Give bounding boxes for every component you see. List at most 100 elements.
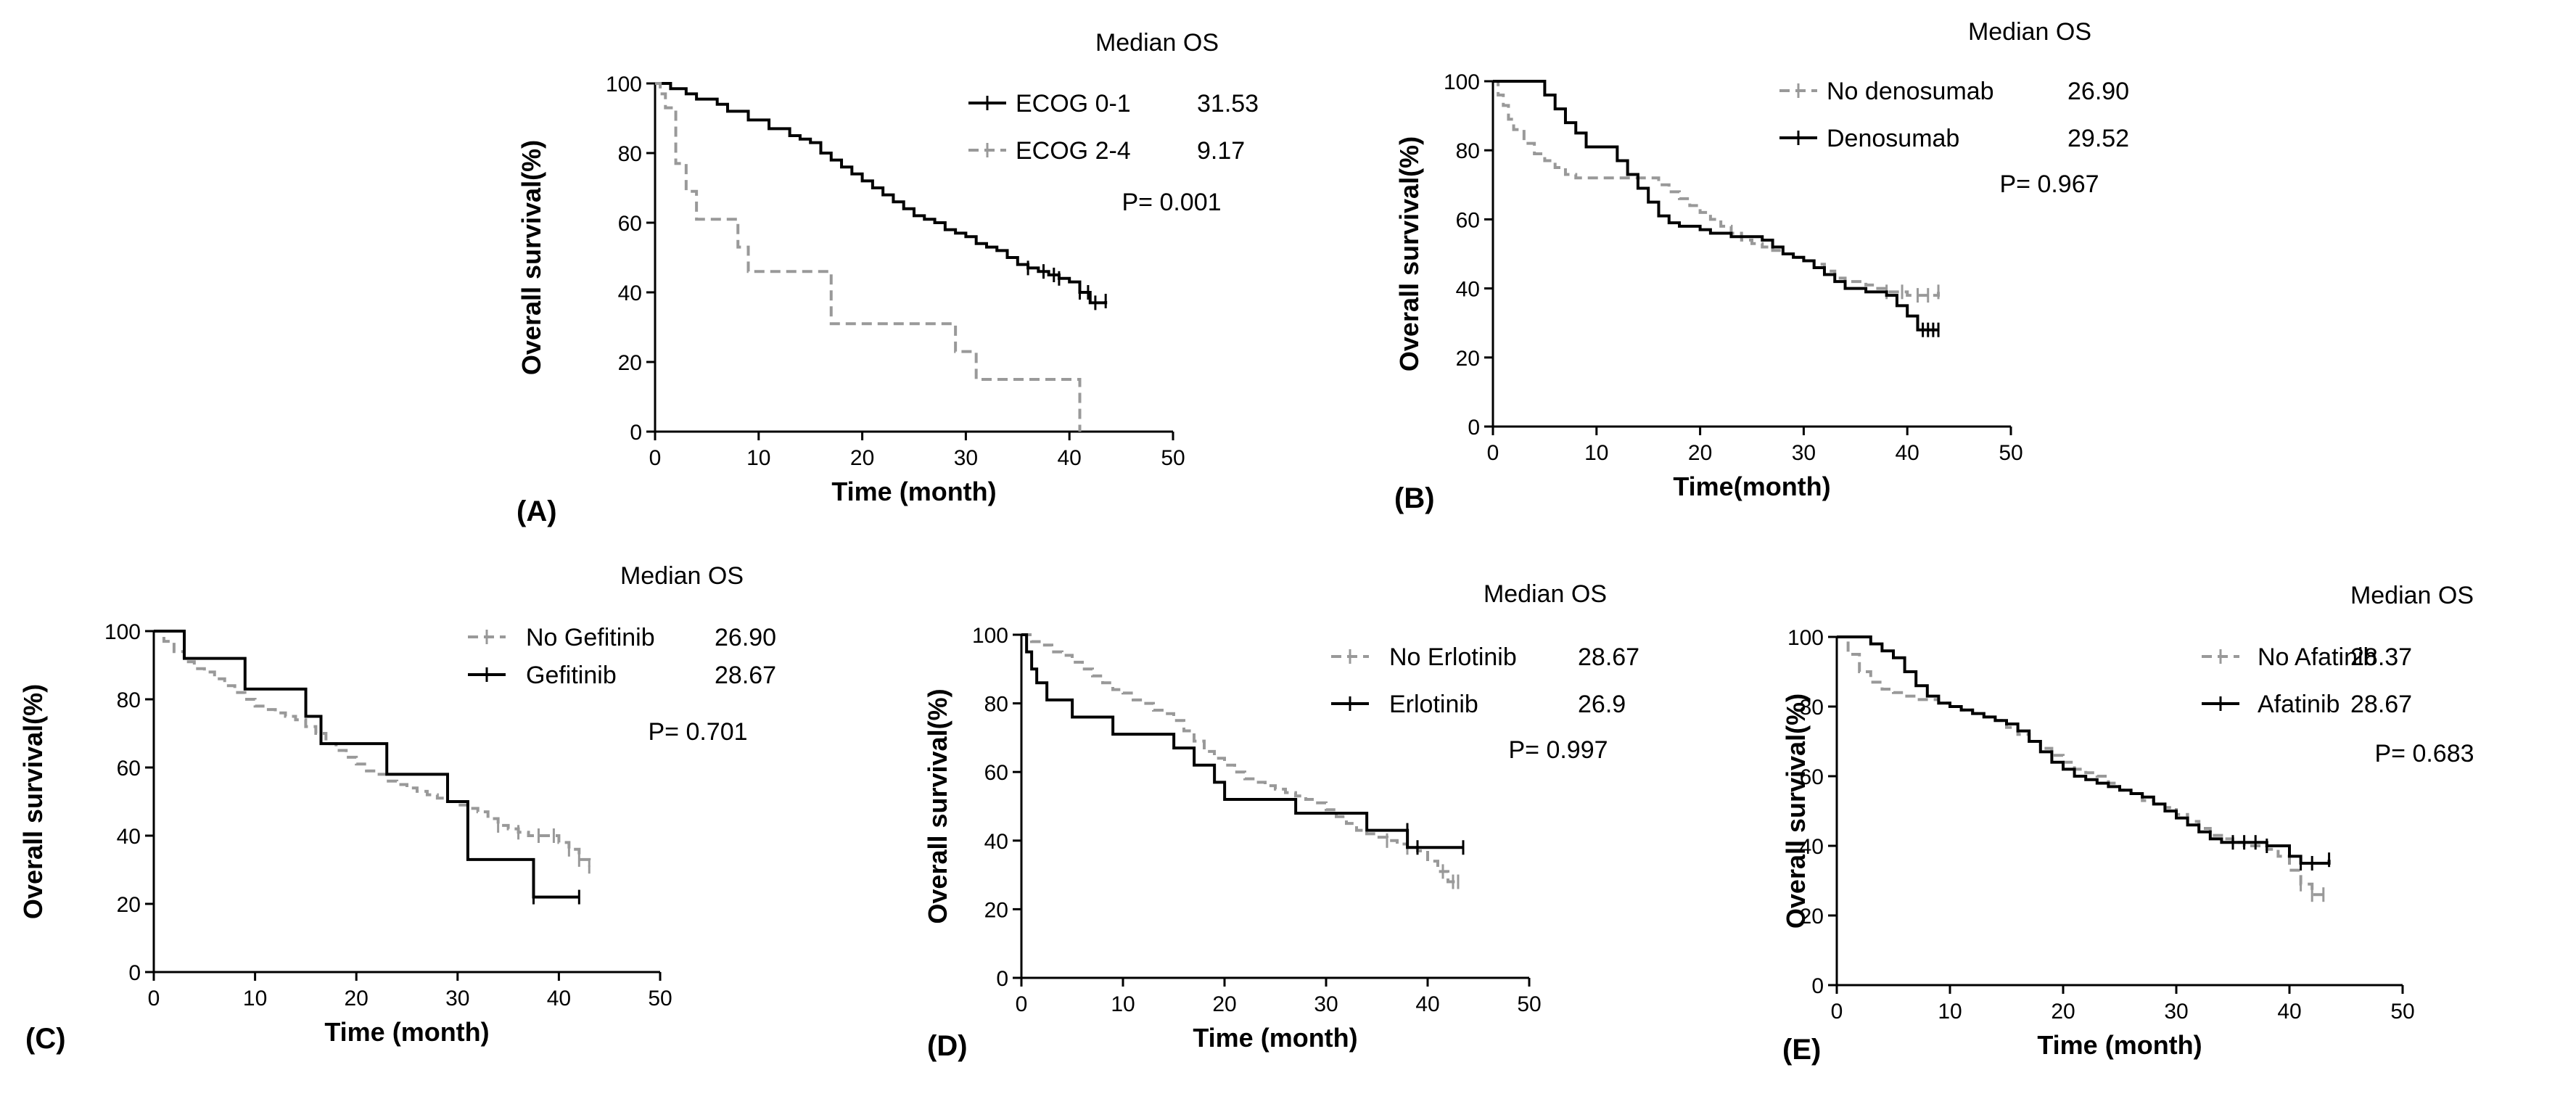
x-tick-label: 20: [850, 446, 874, 470]
x-tick-label: 50: [1517, 992, 1541, 1016]
x-tick-label: 0: [1487, 441, 1499, 465]
x-tick-label: 10: [243, 987, 267, 1010]
y-tick-label: 0: [128, 961, 141, 985]
y-tick-label: 20: [1456, 347, 1480, 371]
legend-label: No denosumab: [1827, 78, 1994, 105]
km-curve-2: [1837, 635, 2331, 865]
y-tick-label: 100: [104, 620, 141, 644]
x-tick-label: 10: [746, 446, 770, 470]
median-value: 26.9: [1578, 691, 1626, 718]
median-os-header: Median OS: [620, 562, 744, 590]
y-tick-label: 20: [984, 898, 1008, 922]
y-tick-label: 60: [117, 757, 141, 781]
y-axis-title: Overall survival(%): [1394, 136, 1424, 371]
y-tick-label: 0: [1811, 974, 1824, 998]
panel-label: (D): [927, 1030, 968, 1062]
x-tick-label: 40: [1058, 446, 1082, 470]
x-tick-label: 40: [547, 987, 571, 1010]
legend-label: ECOG 2-4: [1016, 137, 1131, 165]
legend-label: Afatinib: [2258, 691, 2340, 718]
median-value: 28.37: [2350, 643, 2412, 671]
x-axis-title: Time (month): [831, 477, 996, 506]
km-curve-1: [1021, 633, 1458, 884]
y-tick-label: 80: [1800, 696, 1824, 720]
x-tick-label: 30: [445, 987, 469, 1010]
median-os-header: Median OS: [2350, 582, 2474, 609]
legend-label: Denosumab: [1827, 125, 1959, 152]
km-panel-b: 0 10 20 30 40 50 0 20 40 60 80 100 Time(month) Overal…: [1394, 18, 2129, 514]
km-curve-1: [1493, 80, 1941, 297]
x-tick-label: 30: [1314, 992, 1338, 1016]
y-tick-label: 40: [1456, 278, 1480, 302]
median-os-header: Median OS: [1095, 29, 1219, 57]
median-value: 31.53: [1197, 90, 1259, 118]
y-tick-label: 40: [984, 830, 1008, 854]
p-value: P= 0.967: [1999, 170, 2099, 198]
km-panel-c: 0 10 20 30 40 50 0 20 40 60 80 100 Time (month) Overa…: [18, 562, 776, 1055]
panel-label: (A): [517, 495, 557, 527]
p-value: P= 0.997: [1508, 736, 1608, 764]
x-tick-label: 10: [1111, 992, 1135, 1016]
km-curve-1: [655, 82, 1108, 305]
km-panel-d: 0 10 20 30 40 50 0 20 40 60 80 100 Time (month) Overa…: [923, 580, 1639, 1062]
x-tick-label: 20: [2051, 1000, 2075, 1024]
y-tick-label: 80: [618, 142, 642, 166]
median-value: 28.67: [1578, 643, 1639, 671]
y-tick-label: 40: [1800, 835, 1824, 859]
km-panel-a: 0 10 20 30 40 50 0 20 40 60 80 100 Time (month) Overa…: [517, 29, 1259, 527]
x-tick-label: 40: [1415, 992, 1439, 1016]
x-tick-label: 30: [2164, 1000, 2188, 1024]
x-tick-label: 50: [2390, 1000, 2414, 1024]
km-curve-2: [1493, 80, 1939, 332]
legend-label: Erlotinib: [1389, 691, 1478, 718]
median-os-header: Median OS: [1968, 18, 2091, 46]
median-value: 28.67: [2350, 691, 2412, 718]
y-tick-label: 80: [984, 693, 1008, 717]
y-tick-label: 100: [1444, 70, 1480, 94]
legend-label: No Gefitinib: [526, 624, 655, 651]
x-tick-label: 40: [2277, 1000, 2301, 1024]
p-value: P= 0.701: [648, 718, 747, 746]
legend-label: No Afatinib: [2258, 643, 2377, 671]
km-curve-1: [154, 630, 591, 867]
y-tick-label: 0: [630, 421, 642, 445]
x-tick-label: 40: [1896, 441, 1919, 465]
p-value: P= 0.683: [2374, 740, 2474, 767]
legend-label: Gefitinib: [526, 662, 617, 689]
km-curve-2: [1021, 633, 1463, 849]
x-axis-title: Time (month): [324, 1017, 489, 1047]
y-tick-label: 100: [606, 73, 642, 96]
x-tick-label: 0: [649, 446, 662, 470]
x-tick-label: 30: [1792, 441, 1816, 465]
y-axis-title: Overall survival(%): [923, 688, 952, 923]
median-value: 9.17: [1197, 137, 1245, 165]
y-tick-label: 40: [618, 281, 642, 305]
x-tick-label: 50: [1161, 446, 1185, 470]
y-tick-label: 80: [1456, 139, 1480, 163]
y-axis-title: Overall survival(%): [517, 140, 546, 375]
y-tick-label: 40: [117, 825, 141, 849]
median-value: 28.67: [715, 662, 776, 689]
y-tick-label: 20: [618, 351, 642, 375]
y-axis-title: Overall survival(%): [18, 684, 48, 919]
km-curve-2: [655, 82, 1082, 432]
x-tick-label: 50: [648, 987, 672, 1010]
median-value: 26.90: [2067, 78, 2129, 105]
y-tick-label: 20: [1800, 905, 1824, 929]
x-tick-label: 0: [1016, 992, 1028, 1016]
km-curve-2: [154, 630, 580, 899]
x-tick-label: 20: [1212, 992, 1236, 1016]
x-tick-label: 0: [148, 987, 160, 1010]
p-value: P= 0.001: [1122, 189, 1221, 216]
x-tick-label: 10: [1584, 441, 1608, 465]
y-tick-label: 60: [984, 761, 1008, 785]
y-tick-label: 60: [618, 212, 642, 236]
y-tick-label: 80: [117, 688, 141, 712]
y-tick-label: 60: [1456, 208, 1480, 232]
x-axis-title: Time (month): [1193, 1023, 1357, 1053]
x-tick-label: 10: [1938, 1000, 1962, 1024]
median-value: 29.52: [2067, 125, 2129, 152]
x-tick-label: 20: [1688, 441, 1712, 465]
y-tick-label: 100: [972, 624, 1008, 648]
